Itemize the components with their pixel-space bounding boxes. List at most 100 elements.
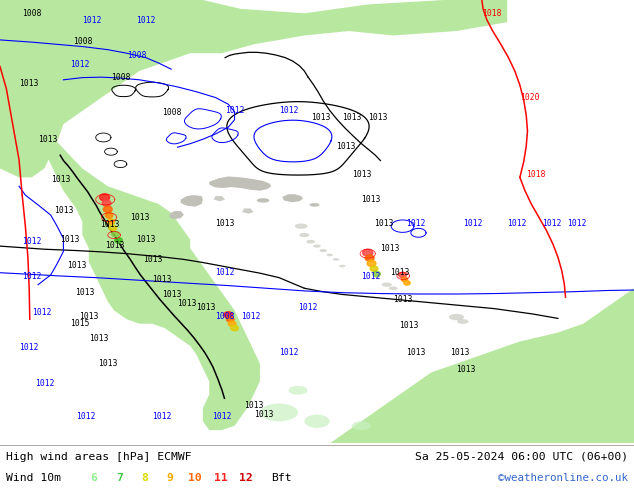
Circle shape bbox=[226, 317, 234, 322]
Text: 1013: 1013 bbox=[311, 113, 330, 122]
Circle shape bbox=[363, 249, 373, 256]
Circle shape bbox=[224, 312, 233, 318]
Polygon shape bbox=[330, 231, 634, 443]
Text: 12: 12 bbox=[239, 473, 253, 483]
Text: 1013: 1013 bbox=[450, 348, 470, 357]
Text: 11: 11 bbox=[214, 473, 228, 483]
Circle shape bbox=[107, 219, 115, 224]
Circle shape bbox=[401, 277, 408, 282]
Polygon shape bbox=[0, 0, 507, 177]
Polygon shape bbox=[44, 142, 260, 430]
Text: Bft: Bft bbox=[271, 473, 292, 483]
Text: 1013: 1013 bbox=[98, 359, 118, 368]
Text: 1013: 1013 bbox=[162, 290, 181, 299]
Text: 1013: 1013 bbox=[399, 321, 419, 330]
Circle shape bbox=[103, 206, 112, 212]
Ellipse shape bbox=[320, 249, 327, 252]
Ellipse shape bbox=[295, 223, 307, 229]
Text: 1013: 1013 bbox=[380, 244, 400, 252]
Circle shape bbox=[112, 231, 119, 237]
Text: ©weatheronline.co.uk: ©weatheronline.co.uk bbox=[498, 473, 628, 483]
Text: 1008: 1008 bbox=[73, 37, 93, 47]
Text: 1008: 1008 bbox=[127, 50, 146, 60]
Text: 1013: 1013 bbox=[152, 274, 172, 284]
Text: 1013: 1013 bbox=[100, 220, 120, 229]
Ellipse shape bbox=[389, 286, 398, 290]
Text: 1008: 1008 bbox=[216, 312, 235, 321]
Text: 1012: 1012 bbox=[225, 106, 245, 115]
Text: 1012: 1012 bbox=[279, 106, 299, 115]
Circle shape bbox=[373, 271, 380, 277]
Text: 1012: 1012 bbox=[152, 412, 172, 421]
Text: 1012: 1012 bbox=[463, 219, 482, 228]
Ellipse shape bbox=[382, 283, 392, 287]
Text: 1013: 1013 bbox=[393, 294, 413, 303]
Text: 1013: 1013 bbox=[244, 401, 264, 410]
Text: 1013: 1013 bbox=[130, 213, 150, 221]
Circle shape bbox=[399, 272, 406, 278]
Text: 1012: 1012 bbox=[136, 16, 156, 25]
Text: 1012: 1012 bbox=[279, 348, 299, 357]
Circle shape bbox=[228, 321, 236, 326]
Text: 1013: 1013 bbox=[51, 175, 70, 184]
Text: 1013: 1013 bbox=[89, 335, 108, 343]
Text: 1013: 1013 bbox=[216, 219, 235, 228]
Text: 1012: 1012 bbox=[567, 219, 587, 228]
Ellipse shape bbox=[352, 421, 371, 430]
Text: 1013: 1013 bbox=[336, 142, 356, 150]
Polygon shape bbox=[209, 176, 271, 191]
Text: Sa 25-05-2024 06:00 UTC (06+00): Sa 25-05-2024 06:00 UTC (06+00) bbox=[415, 452, 628, 462]
Ellipse shape bbox=[304, 415, 330, 428]
Text: 1013: 1013 bbox=[342, 113, 362, 122]
Text: 1013: 1013 bbox=[75, 288, 94, 297]
Text: 1012: 1012 bbox=[32, 308, 51, 317]
Text: 9: 9 bbox=[167, 473, 173, 483]
Ellipse shape bbox=[288, 386, 307, 394]
Text: High wind areas [hPa] ECMWF: High wind areas [hPa] ECMWF bbox=[6, 452, 192, 462]
Circle shape bbox=[231, 325, 238, 331]
Polygon shape bbox=[282, 194, 303, 202]
Text: 1013: 1013 bbox=[456, 366, 476, 374]
Text: 1013: 1013 bbox=[54, 206, 74, 215]
Polygon shape bbox=[169, 211, 184, 219]
Text: 1012: 1012 bbox=[76, 412, 96, 421]
Text: 1020: 1020 bbox=[520, 93, 540, 102]
Text: 1013: 1013 bbox=[352, 171, 372, 179]
Text: 1012: 1012 bbox=[22, 272, 42, 281]
Polygon shape bbox=[214, 196, 225, 201]
Text: 1013: 1013 bbox=[38, 135, 58, 144]
Text: 1008: 1008 bbox=[111, 73, 131, 82]
Text: 1012: 1012 bbox=[212, 412, 232, 421]
Text: 1013: 1013 bbox=[79, 312, 99, 321]
Text: 7: 7 bbox=[116, 473, 122, 483]
Text: 1013: 1013 bbox=[390, 268, 410, 277]
Polygon shape bbox=[231, 178, 243, 184]
Text: 1012: 1012 bbox=[241, 312, 261, 321]
Ellipse shape bbox=[333, 258, 339, 261]
Text: 1012: 1012 bbox=[298, 303, 318, 313]
Polygon shape bbox=[242, 208, 254, 214]
Text: 1012: 1012 bbox=[542, 219, 562, 228]
Ellipse shape bbox=[449, 314, 464, 320]
Ellipse shape bbox=[309, 203, 320, 207]
Text: 1013: 1013 bbox=[105, 242, 124, 250]
Text: Wind 10m: Wind 10m bbox=[6, 473, 61, 483]
Text: 1013: 1013 bbox=[60, 235, 80, 244]
Circle shape bbox=[115, 238, 122, 243]
Text: 1012: 1012 bbox=[82, 16, 102, 25]
Text: 1013: 1013 bbox=[374, 219, 394, 228]
Circle shape bbox=[100, 194, 110, 201]
Text: 1013: 1013 bbox=[67, 261, 86, 270]
Text: 1012: 1012 bbox=[507, 219, 527, 228]
Text: 1012: 1012 bbox=[22, 237, 42, 246]
Ellipse shape bbox=[457, 319, 469, 324]
Text: 1013: 1013 bbox=[406, 348, 425, 357]
Ellipse shape bbox=[306, 240, 315, 244]
Text: 1013: 1013 bbox=[361, 195, 381, 204]
Ellipse shape bbox=[313, 245, 321, 248]
Text: 1013: 1013 bbox=[254, 410, 273, 419]
Circle shape bbox=[367, 260, 376, 267]
Text: 1012: 1012 bbox=[216, 268, 235, 277]
Text: 1012: 1012 bbox=[35, 379, 55, 388]
Text: 10: 10 bbox=[188, 473, 202, 483]
